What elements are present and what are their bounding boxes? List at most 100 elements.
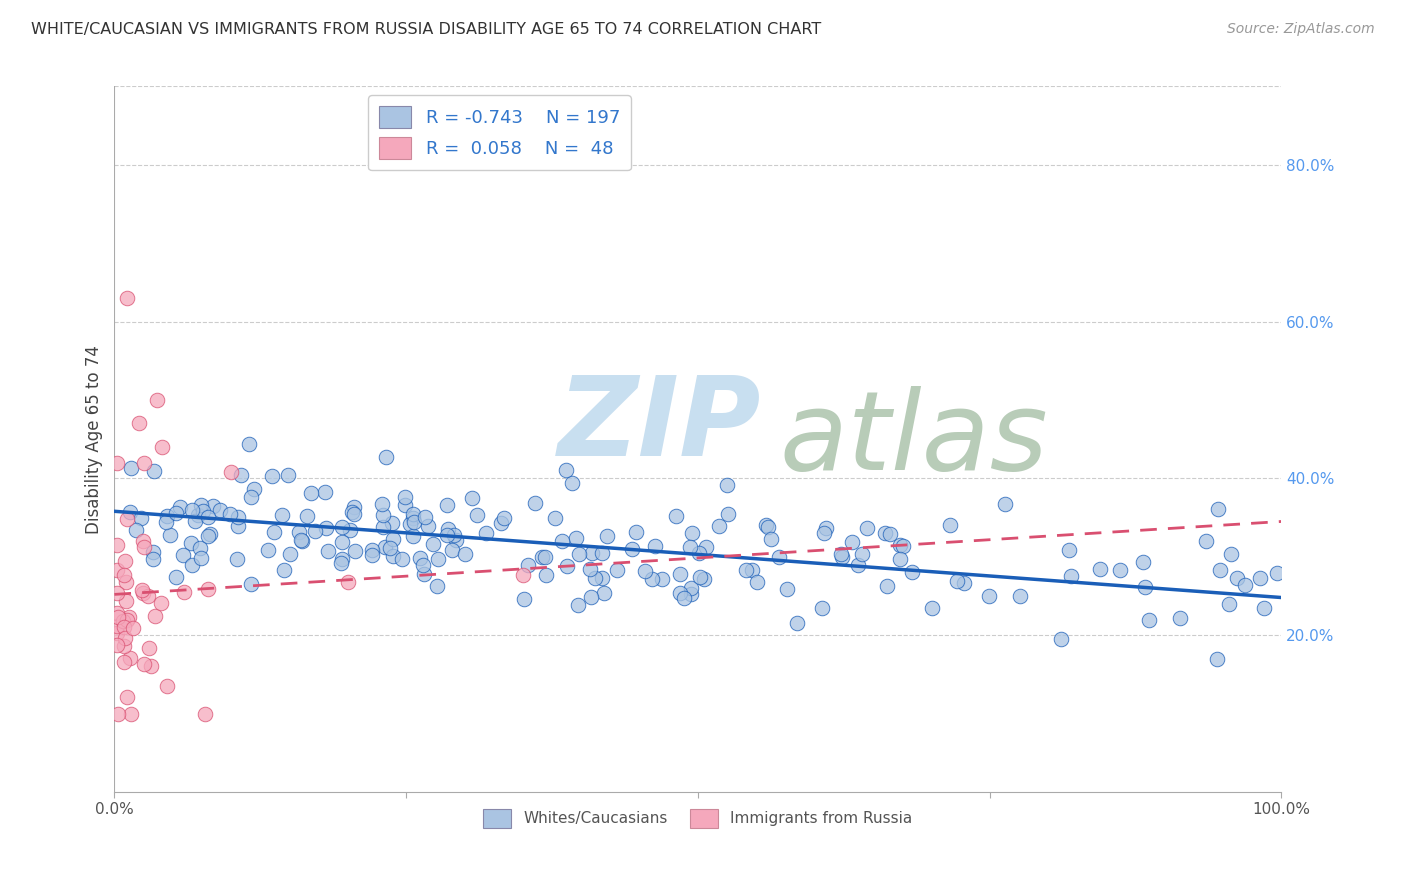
Point (131, 510, 153, 524)
Point (440, 542, 463, 557)
Point (114, 631, 136, 645)
Point (413, 566, 436, 581)
Point (534, 568, 557, 582)
Y-axis label: Disability Age 65 to 74: Disability Age 65 to 74 (86, 344, 103, 533)
Point (1219, 547, 1241, 561)
Point (830, 547, 852, 561)
Point (304, 524, 326, 538)
Point (1265, 566, 1288, 580)
Point (142, 552, 165, 566)
Point (465, 508, 488, 523)
Point (437, 522, 460, 536)
Point (475, 525, 498, 540)
Point (120, 460, 142, 475)
Point (921, 601, 943, 615)
Point (1060, 569, 1083, 583)
Point (344, 544, 367, 558)
Point (273, 563, 295, 577)
Point (118, 610, 141, 624)
Point (855, 521, 877, 535)
Point (156, 679, 179, 693)
Point (412, 558, 434, 573)
Point (461, 491, 484, 505)
Point (716, 478, 738, 492)
Point (277, 467, 299, 482)
Point (512, 567, 534, 582)
Point (288, 524, 311, 539)
Point (1195, 533, 1218, 548)
Point (1109, 563, 1132, 577)
Point (413, 510, 436, 524)
Point (756, 520, 779, 534)
Point (226, 509, 249, 524)
Point (811, 600, 834, 615)
Point (555, 558, 578, 573)
Point (741, 563, 763, 577)
Point (256, 543, 278, 558)
Point (846, 558, 869, 572)
Point (146, 392, 169, 407)
Point (416, 518, 439, 533)
Point (561, 475, 583, 490)
Text: atlas: atlas (779, 385, 1049, 492)
Point (1057, 543, 1080, 558)
Point (197, 529, 219, 543)
Point (583, 571, 606, 585)
Point (422, 536, 444, 550)
Point (776, 582, 799, 596)
Point (1137, 613, 1160, 627)
Point (121, 622, 143, 636)
Point (668, 567, 690, 582)
Point (436, 498, 458, 512)
Point (120, 505, 142, 519)
Point (181, 558, 204, 572)
Point (112, 567, 135, 582)
Point (112, 619, 135, 633)
Point (115, 574, 138, 589)
Point (544, 511, 567, 525)
Point (402, 516, 425, 530)
Point (198, 527, 221, 541)
Point (314, 484, 336, 499)
Point (1205, 652, 1227, 666)
Point (118, 650, 141, 665)
Point (208, 503, 231, 517)
Point (876, 579, 898, 593)
Point (180, 502, 202, 516)
Point (531, 549, 554, 564)
Point (443, 528, 465, 542)
Point (1218, 597, 1240, 611)
Legend: Whites/Caucasians, Immigrants from Russia: Whites/Caucasians, Immigrants from Russi… (477, 803, 918, 834)
Point (755, 518, 778, 533)
Point (142, 545, 165, 559)
Point (155, 515, 177, 529)
Point (238, 437, 260, 451)
Point (360, 548, 382, 562)
Point (567, 598, 589, 612)
Point (112, 656, 135, 670)
Text: ZIP: ZIP (558, 372, 762, 478)
Point (194, 706, 217, 721)
Point (568, 547, 591, 561)
Point (374, 450, 396, 464)
Point (426, 551, 449, 566)
Point (517, 558, 540, 572)
Point (1088, 562, 1111, 576)
Point (889, 538, 911, 552)
Point (394, 498, 416, 512)
Point (112, 639, 135, 653)
Point (815, 521, 838, 535)
Point (1050, 632, 1073, 646)
Point (889, 552, 911, 566)
Point (875, 526, 897, 541)
Point (190, 498, 212, 512)
Point (180, 535, 202, 549)
Point (165, 570, 187, 584)
Point (436, 528, 458, 542)
Point (280, 547, 302, 561)
Point (851, 547, 873, 561)
Point (150, 597, 173, 611)
Point (318, 544, 340, 558)
Point (679, 540, 702, 554)
Point (717, 508, 740, 522)
